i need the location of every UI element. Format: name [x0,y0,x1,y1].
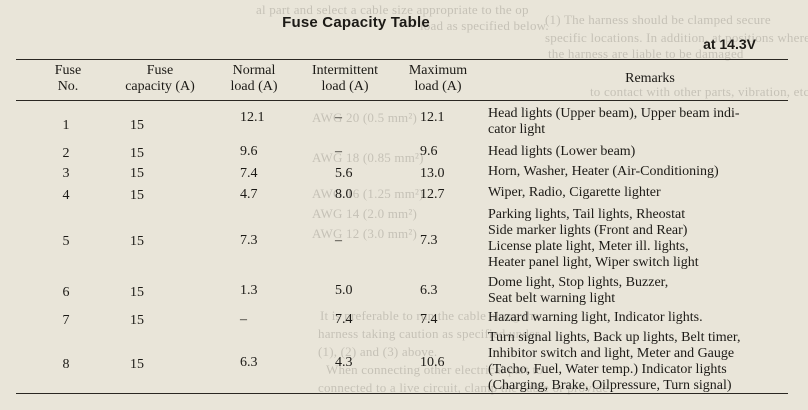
intermittent-load: 5.0 [335,283,353,298]
header-fuse-capacity-line1: Fuse [146,63,174,78]
header-maximum-load: Maximum load (A) [400,63,476,95]
fuse-no: 7 [62,313,70,328]
fuse-capacity: 15 [130,357,144,372]
fuse-no: 3 [62,166,70,181]
table-title: Fuse Capacity Table [282,14,430,31]
maximum-load: 10.6 [420,355,445,370]
remarks: Head lights (Lower beam) [488,144,788,160]
remarks-line: (Charging, Brake, Oilpressure, Turn sign… [488,378,732,393]
maximum-load: 7.3 [420,233,438,248]
header-fuse-capacity: Fuse capacity (A) [112,63,208,95]
header-fuse-no: Fuse No. [40,63,96,95]
remarks: Turn signal lights, Back up lights, Belt… [488,330,788,394]
intermittent-load: 8.0 [335,187,353,202]
intermittent-load: – [335,233,342,248]
intermittent-load: 7.4 [335,312,353,327]
maximum-load: 12.1 [420,110,445,125]
table-bottom-rule [16,393,788,394]
maximum-load: 12.7 [420,187,445,202]
normal-load: – [240,312,247,327]
fuse-no: 6 [62,285,70,300]
remarks: Parking lights, Tail lights, Rheostat Si… [488,207,788,271]
remarks-line: Heater panel light, Wiper switch light [488,255,699,270]
header-fuse-no-line2: No. [57,79,79,94]
header-remarks: Remarks [560,71,740,87]
voltage-condition: at 14.3V [703,36,756,52]
remarks-line: Inhibitor switch and light, Meter and Ga… [488,346,735,361]
remarks-line: Head lights (Upper beam), Upper beam ind… [488,106,740,121]
fuse-no: 1 [62,118,70,133]
normal-load: 6.3 [240,355,258,370]
header-fuse-no-line1: Fuse [54,63,82,78]
remarks-line: Horn, Washer, Heater (Air-Conditioning) [488,164,719,179]
fuse-capacity: 15 [130,166,144,181]
fuse-capacity: 15 [130,118,144,133]
fuse-capacity: 15 [130,146,144,161]
remarks-line: Seat belt warning light [488,291,616,306]
remarks-line: (Tacho, Fuel, Water temp.) Indicator lig… [488,362,727,377]
remarks: Horn, Washer, Heater (Air-Conditioning) [488,164,788,180]
fuse-no: 5 [62,234,70,249]
maximum-load: 13.0 [420,166,445,181]
intermittent-load: – [335,110,342,125]
fuse-no: 2 [62,146,70,161]
fuse-no: 8 [62,357,70,372]
intermittent-load: 5.6 [335,166,353,181]
remarks: Dome light, Stop lights, Buzzer, Seat be… [488,275,788,307]
normal-load: 7.3 [240,233,258,248]
remarks-line: Wiper, Radio, Cigarette lighter [488,185,661,200]
maximum-load: 6.3 [420,283,438,298]
remarks: Head lights (Upper beam), Upper beam ind… [488,106,788,138]
header-normal-load-line1: Normal [232,63,276,78]
header-intermittent-load-line1: Intermittent [311,63,379,78]
fuse-capacity: 15 [130,285,144,300]
maximum-load: 7.4 [420,312,438,327]
normal-load: 4.7 [240,187,258,202]
header-remarks-label: Remarks [625,71,675,86]
intermittent-load: – [335,144,342,159]
normal-load: 12.1 [240,110,265,125]
header-bottom-rule [16,100,788,101]
remarks-line: Head lights (Lower beam) [488,144,636,159]
header-fuse-capacity-line2: capacity (A) [125,79,195,94]
remarks-line: Turn signal lights, Back up lights, Belt… [488,330,741,345]
remarks-line: cator light [488,122,546,137]
remarks-line: Dome light, Stop lights, Buzzer, [488,275,669,290]
header-maximum-load-line2: load (A) [414,79,462,94]
remarks: Hazard warning light, Indicator lights. [488,310,788,326]
remarks-line: Parking lights, Tail lights, Rheostat [488,207,686,222]
header-normal-load: Normal load (A) [214,63,294,95]
table-top-rule [16,59,788,60]
header-normal-load-line2: load (A) [230,79,278,94]
remarks: Wiper, Radio, Cigarette lighter [488,185,788,201]
normal-load: 1.3 [240,283,258,298]
fuse-capacity: 15 [130,313,144,328]
header-maximum-load-line1: Maximum [408,63,468,78]
remarks-line: Side marker lights (Front and Rear) [488,223,688,238]
header-intermittent-load-line2: load (A) [321,79,369,94]
normal-load: 9.6 [240,144,258,159]
remarks-line: Hazard warning light, Indicator lights. [488,310,703,325]
maximum-load: 9.6 [420,144,438,159]
normal-load: 7.4 [240,166,258,181]
header-intermittent-load: Intermittent load (A) [300,63,390,95]
intermittent-load: 4.3 [335,355,353,370]
remarks-line: License plate light, Meter ill. lights, [488,239,689,254]
fuse-capacity: 15 [130,234,144,249]
fuse-capacity: 15 [130,188,144,203]
fuse-no: 4 [62,188,70,203]
